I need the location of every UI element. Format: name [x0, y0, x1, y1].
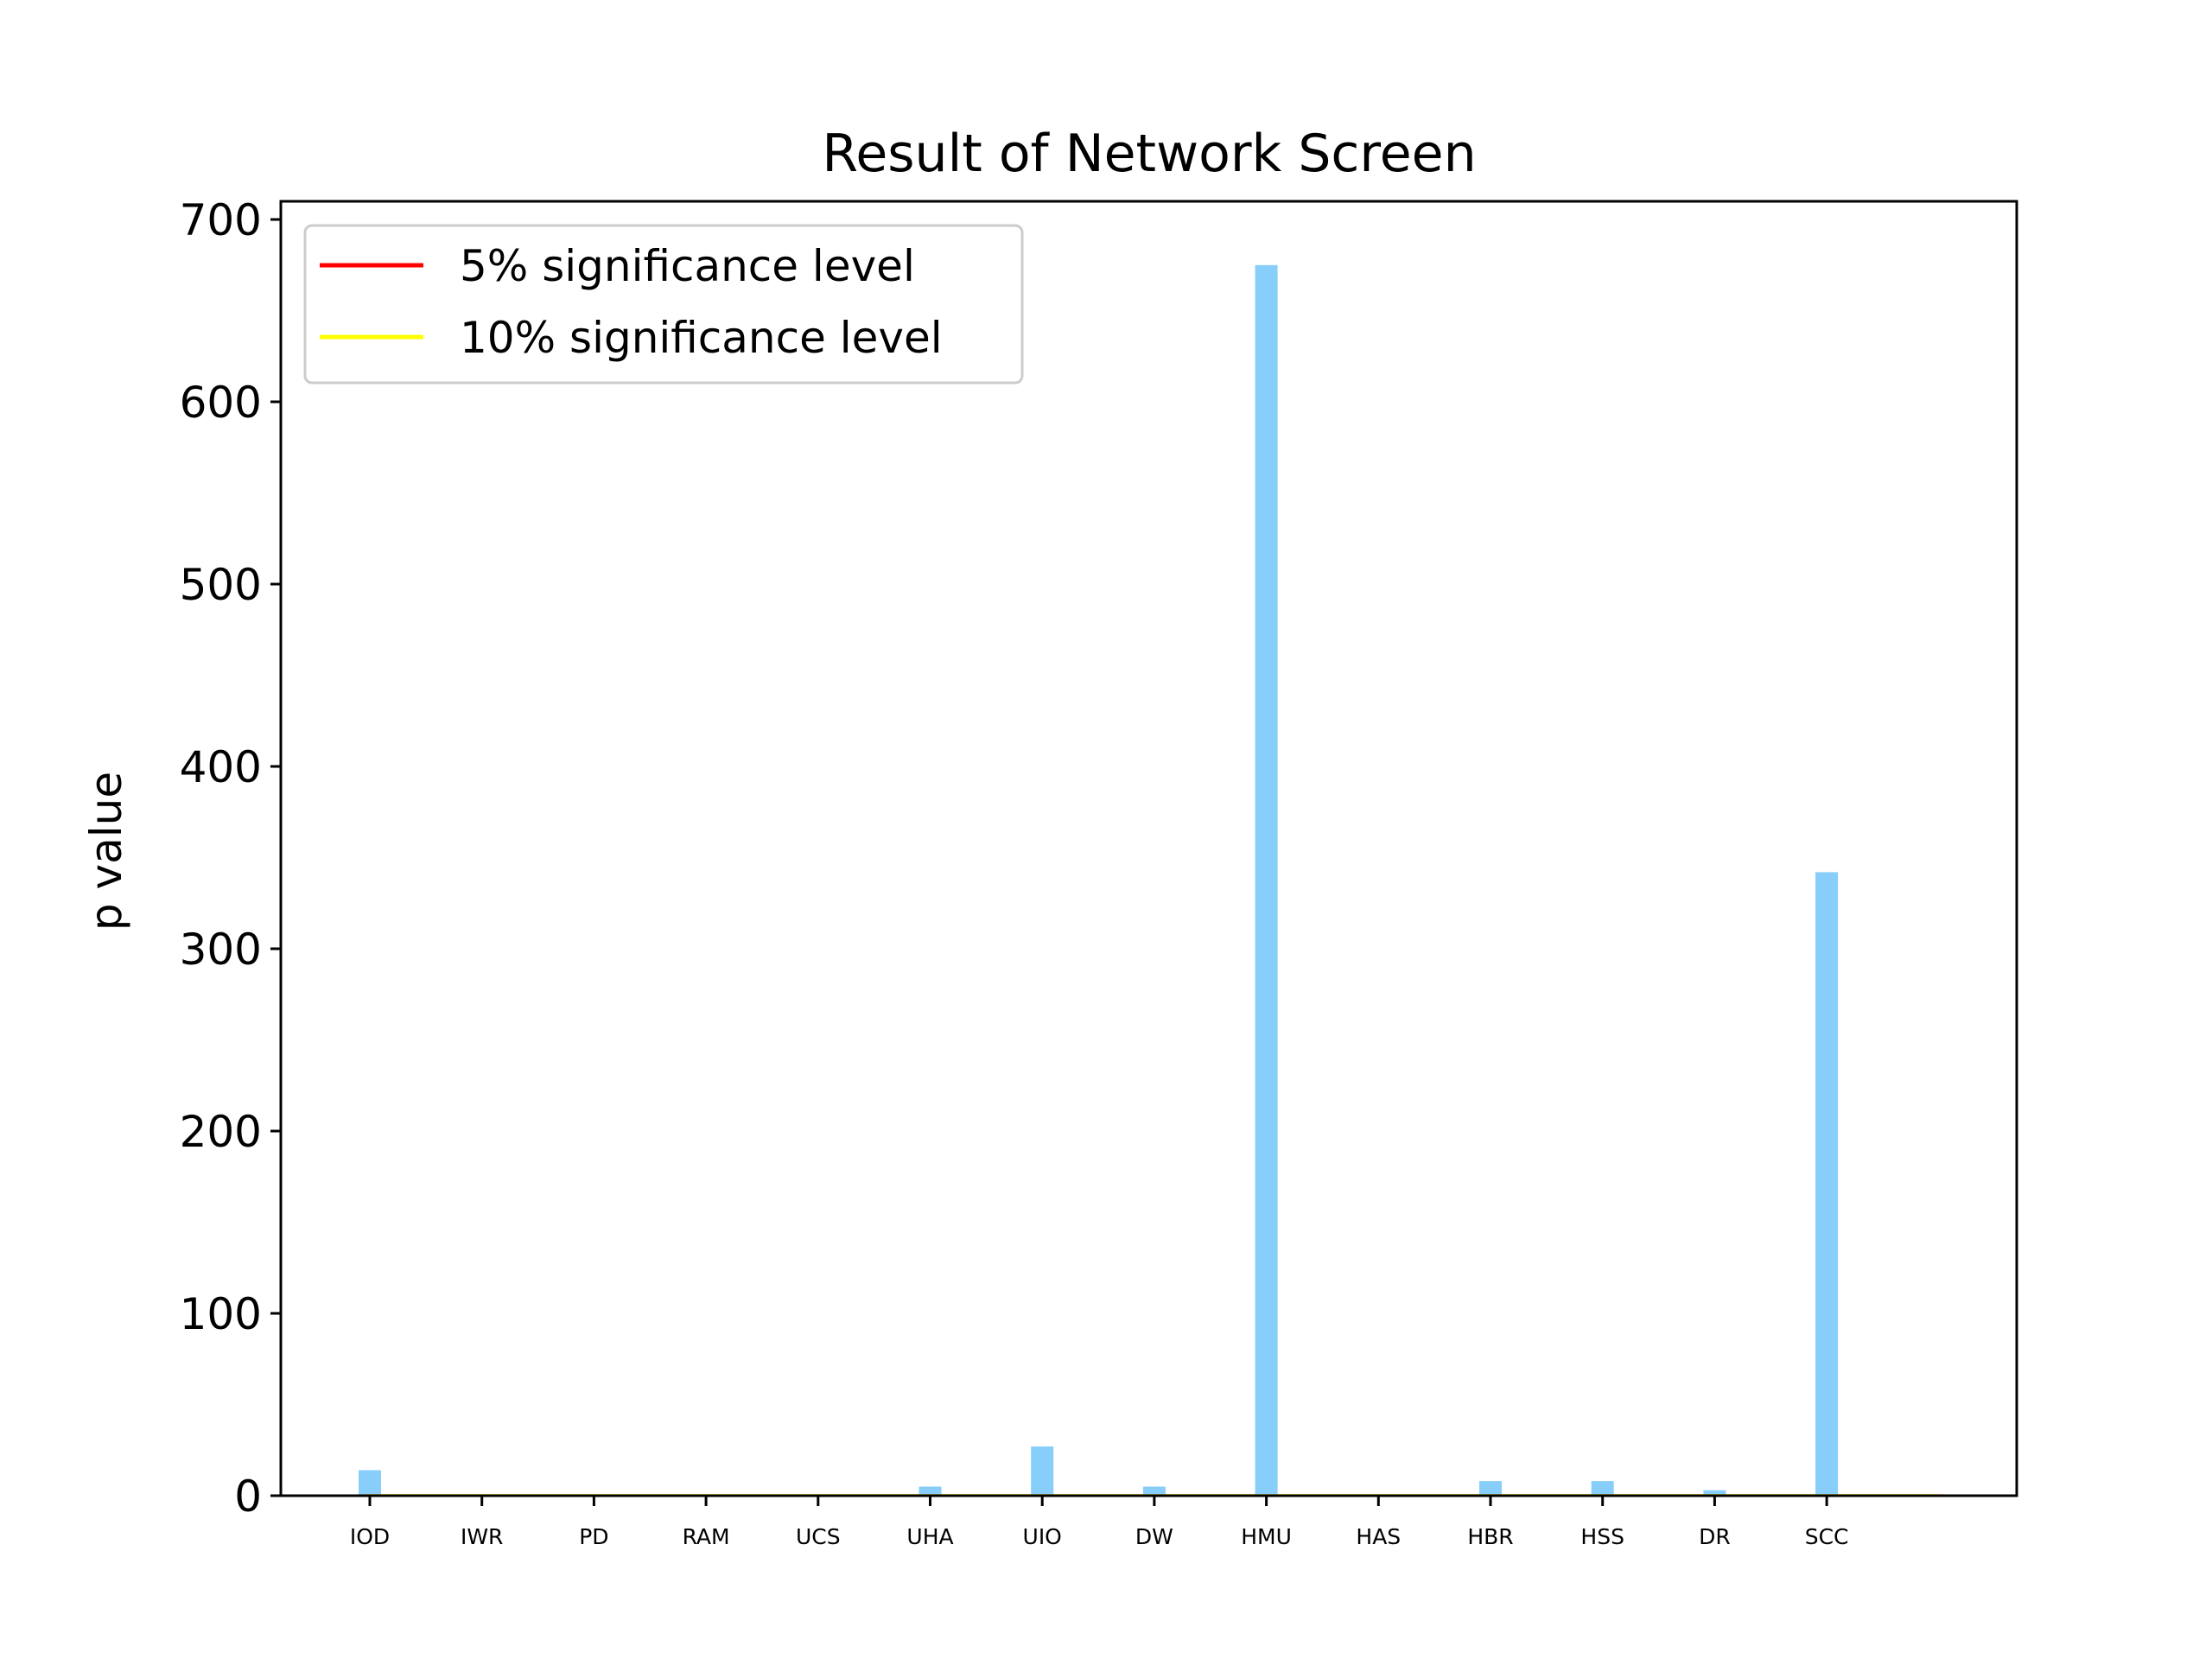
- y-tick-label: 0: [234, 1471, 262, 1522]
- x-tick-label-uha: UHA: [906, 1524, 953, 1549]
- chart-title: Result of Network Screen: [822, 124, 1476, 184]
- x-tick-label-hss: HSS: [1580, 1524, 1624, 1549]
- x-tick-label-has: HAS: [1356, 1524, 1401, 1549]
- bar-uha: [918, 1486, 942, 1496]
- y-tick-label: 500: [180, 560, 262, 610]
- x-tick-label-ucs: UCS: [796, 1524, 841, 1549]
- bar-hbr: [1479, 1481, 1502, 1496]
- bar-iod: [359, 1470, 381, 1496]
- x-tick-label-hmu: HMU: [1241, 1524, 1292, 1549]
- x-tick-label-scc: SCC: [1805, 1524, 1849, 1549]
- x-axis-ticks: IOD IWR PD RAM UCS UHA UIO DW HMU HAS HBR HSS DR SCC: [350, 1496, 1849, 1549]
- x-tick-label-pd: PD: [579, 1524, 608, 1549]
- y-tick-label: 700: [180, 195, 262, 245]
- y-tick-label: 200: [180, 1107, 262, 1157]
- y-axis-ticks: 0 100 200 300 400 500 600 700: [180, 195, 281, 1522]
- bar-dw: [1142, 1486, 1166, 1496]
- x-tick-label-dr: DR: [1699, 1524, 1731, 1549]
- x-tick-label-hbr: HBR: [1467, 1524, 1513, 1549]
- legend-label-10pct: 10% significance level: [460, 313, 943, 363]
- legend: 5% significance level 10% significance l…: [303, 224, 1024, 385]
- y-tick-label: 300: [180, 925, 262, 975]
- x-tick-label-iod: IOD: [350, 1524, 390, 1549]
- x-tick-label-uio: UIO: [1023, 1524, 1062, 1549]
- y-axis-label: p value: [81, 772, 131, 931]
- bar-uio: [1031, 1446, 1054, 1496]
- legend-box: [303, 224, 1024, 385]
- bar-hmu: [1255, 264, 1278, 1497]
- bars-layer: [359, 264, 1839, 1497]
- bar-dr: [1703, 1490, 1726, 1496]
- y-tick-label: 100: [180, 1289, 262, 1339]
- bar-hss: [1591, 1481, 1614, 1496]
- plot-frame: [279, 200, 2018, 1497]
- x-tick-label-ram: RAM: [683, 1524, 730, 1549]
- x-tick-label-iwr: IWR: [461, 1524, 503, 1549]
- bar-scc: [1815, 872, 1839, 1496]
- x-tick-label-dw: DW: [1135, 1524, 1173, 1549]
- y-tick-label: 400: [180, 742, 262, 792]
- legend-label-5pct: 5% significance level: [460, 241, 915, 291]
- y-tick-label: 600: [180, 378, 262, 428]
